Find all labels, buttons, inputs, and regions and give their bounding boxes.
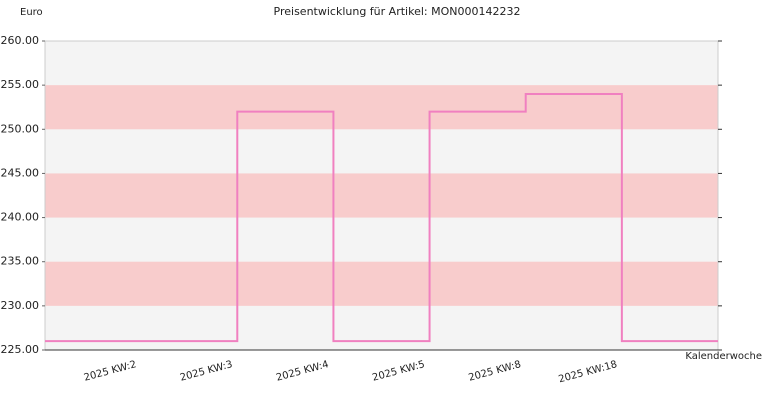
y-tick-label: 230.00: [1, 299, 40, 312]
x-tick-label: 2025 KW:4: [275, 359, 330, 384]
x-axis-label: Kalenderwoche: [685, 351, 762, 362]
x-tick-label: 2025 KW:18: [557, 359, 618, 385]
price-line: [45, 92, 718, 343]
y-tick-label: 245.00: [1, 166, 40, 179]
band: [45, 261, 718, 306]
y-tick-label: 260.00: [1, 34, 40, 47]
band: [45, 85, 718, 130]
y-tick-label: 240.00: [1, 211, 40, 224]
y-tick-label: 255.00: [1, 78, 40, 91]
y-axis-label: Euro: [20, 7, 43, 18]
x-tick-label: 2025 KW:3: [179, 359, 234, 384]
y-tick-label: 250.00: [1, 122, 40, 135]
y-tick-label: 235.00: [1, 255, 40, 268]
x-tick-label: 2025 KW:8: [467, 359, 522, 384]
y-tick-label: 225.00: [1, 343, 40, 356]
band: [45, 173, 718, 218]
chart-title: Preisentwicklung für Artikel: MON0001422…: [274, 5, 521, 18]
x-tick-label: 2025 KW:2: [83, 359, 138, 384]
x-tick-label: 2025 KW:5: [371, 359, 426, 384]
